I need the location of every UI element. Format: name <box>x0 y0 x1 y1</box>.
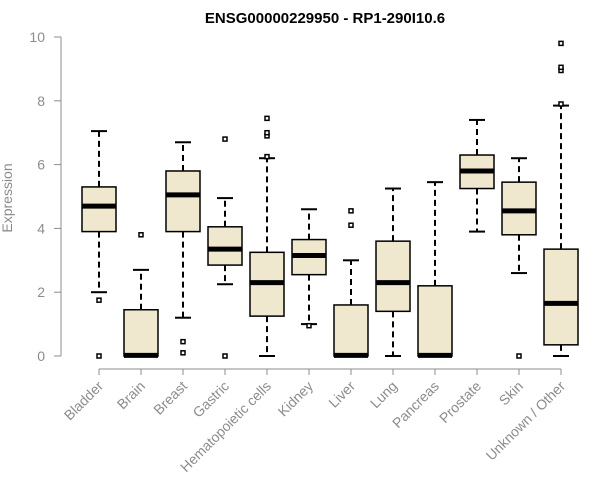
box-iqr <box>543 248 579 346</box>
x-tick-label: Bladder <box>61 378 107 424</box>
box-group <box>291 208 327 329</box>
x-tick-label: Liver <box>325 378 358 411</box>
outlier-point <box>558 40 564 47</box>
boxes-group <box>81 40 579 359</box>
y-tick-label: 0 <box>37 348 45 364</box>
box-iqr <box>207 226 243 266</box>
box-iqr <box>417 285 453 357</box>
box-iqr <box>375 240 411 313</box>
outlier-point <box>558 64 564 71</box>
x-tick-label: Skin <box>496 378 527 409</box>
outlier-point <box>96 297 102 303</box>
x-tick-label: Brain <box>114 378 148 412</box>
outlier-point <box>180 338 186 345</box>
box-group <box>249 115 285 357</box>
box-group <box>543 40 579 357</box>
x-tick-label: Kidney <box>275 378 317 420</box>
x-tick-label: Lung <box>367 378 400 411</box>
box-group <box>165 141 201 356</box>
outlier-point <box>222 136 228 142</box>
chart-title: ENSG00000229950 - RP1-290I10.6 <box>205 10 445 27</box>
x-tick-label: Pancreas <box>389 378 442 431</box>
outlier-point <box>96 353 102 359</box>
x-tick-label: Unknown / Other <box>483 378 569 464</box>
outlier-point <box>222 353 228 359</box>
outlier-point <box>180 350 186 356</box>
x-tick-label: Prostate <box>436 378 484 426</box>
box-group <box>459 118 495 233</box>
box-group <box>501 157 537 359</box>
outlier-point <box>558 101 564 107</box>
box-iqr <box>333 304 369 357</box>
x-tick-label: Breast <box>150 378 190 418</box>
y-axis-label: Expression <box>0 163 15 232</box>
box-iqr <box>165 170 201 233</box>
box-iqr <box>81 186 117 233</box>
y-tick-label: 4 <box>37 220 45 236</box>
outlier-point <box>264 153 270 160</box>
y-tick-label: 8 <box>37 93 45 109</box>
box-group <box>375 187 411 357</box>
box-group <box>123 232 159 358</box>
box-iqr <box>123 308 159 357</box>
y-tick-label: 2 <box>37 284 45 300</box>
y-tick-label: 10 <box>29 29 45 45</box>
y-axis: 0 2 4 6 8 10 <box>29 29 62 364</box>
outlier-point <box>348 208 354 214</box>
outlier-point <box>138 232 144 238</box>
outlier-point <box>516 353 522 359</box>
box-group <box>207 136 243 359</box>
box-group <box>81 130 117 359</box>
outlier-point <box>348 222 354 228</box>
outlier-point <box>264 129 270 136</box>
box-group <box>417 181 453 358</box>
outlier-point <box>306 322 312 329</box>
y-tick-label: 6 <box>37 157 45 173</box>
box-group <box>333 208 369 358</box>
outlier-point <box>264 115 270 122</box>
